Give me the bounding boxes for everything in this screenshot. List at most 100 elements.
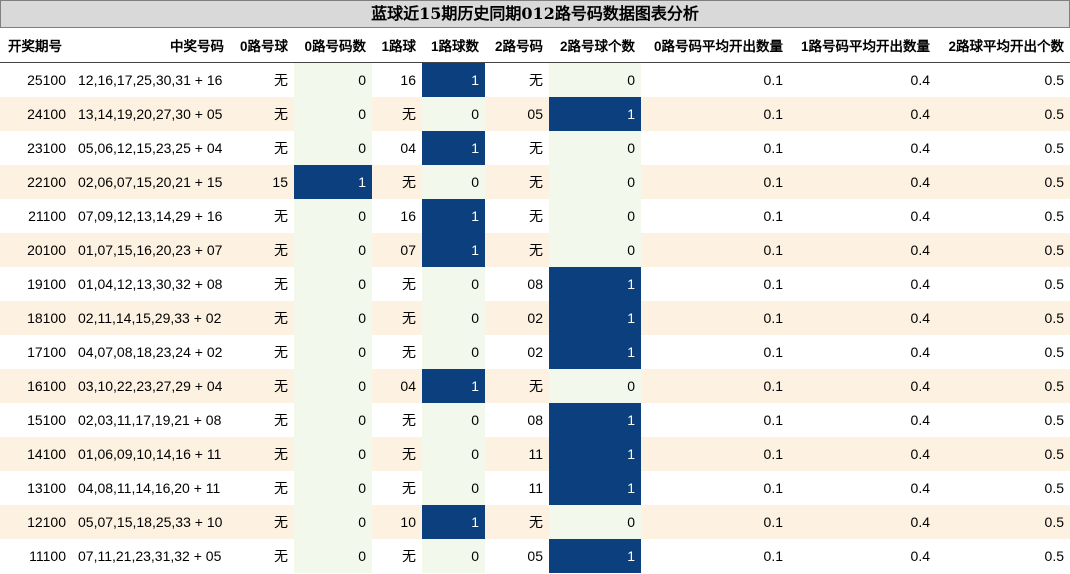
- table-row: 25100 12,16,17,25,30,31 + 16 无 0 16 1 无 0 0.1 0.4…: [0, 62, 1070, 97]
- cell-route0-ball: 无: [230, 199, 294, 233]
- cell-route1-average: 0.4: [789, 539, 936, 573]
- cell-route2-ball: 11: [485, 471, 549, 505]
- cell-winning-numbers: 03,10,22,23,27,29 + 04: [72, 369, 230, 403]
- cell-route1-ball: 无: [372, 539, 422, 573]
- cell-route0-count: 1: [294, 165, 372, 199]
- header-route1-count: 1路球数: [430, 39, 479, 54]
- cell-route0-count: 0: [294, 403, 372, 437]
- cell-draw-number: 22100: [0, 165, 72, 199]
- cell-route1-ball: 16: [372, 62, 422, 97]
- table-row: 18100 02,11,14,15,29,33 + 02 无 0 无 0 02 1 0.1 0.4…: [0, 301, 1070, 335]
- cell-route1-count: 0: [422, 471, 485, 505]
- header-draw-number: 开奖期号: [8, 39, 62, 54]
- cell-route0-ball: 无: [230, 301, 294, 335]
- cell-route2-average: 0.5: [936, 131, 1070, 165]
- cell-route1-average: 0.4: [789, 403, 936, 437]
- cell-route0-count: 0: [294, 233, 372, 267]
- table-row: 22100 02,06,07,15,20,21 + 15 15 1 无 0 无 0 0.1 0.4…: [0, 165, 1070, 199]
- cell-route1-count: 0: [422, 301, 485, 335]
- cell-route1-count: 1: [422, 131, 485, 165]
- cell-draw-number: 16100: [0, 369, 72, 403]
- cell-winning-numbers: 01,06,09,10,14,16 + 11: [72, 437, 230, 471]
- cell-route0-count: 0: [294, 62, 372, 97]
- cell-route1-count: 1: [422, 62, 485, 97]
- cell-route1-ball: 无: [372, 437, 422, 471]
- cell-route2-ball: 无: [485, 62, 549, 97]
- table-header-row: 开奖期号 中奖号码 0路号球 0路号码数 1路球 1路球数 2路号码 2路号球个…: [0, 28, 1070, 63]
- cell-route0-ball: 无: [230, 233, 294, 267]
- cell-route2-ball: 无: [485, 165, 549, 199]
- cell-route2-average: 0.5: [936, 539, 1070, 573]
- cell-route1-average: 0.4: [789, 301, 936, 335]
- cell-route1-average: 0.4: [789, 505, 936, 539]
- cell-route2-ball: 02: [485, 335, 549, 369]
- cell-route2-average: 0.5: [936, 403, 1070, 437]
- cell-route2-count: 0: [549, 505, 641, 539]
- cell-route1-count: 0: [422, 165, 485, 199]
- cell-route1-ball: 无: [372, 403, 422, 437]
- cell-draw-number: 25100: [0, 62, 72, 97]
- header-route2-average: 2路球平均开出个数: [948, 39, 1064, 54]
- cell-route2-count: 0: [549, 165, 641, 199]
- cell-draw-number: 21100: [0, 199, 72, 233]
- cell-route0-ball: 15: [230, 165, 294, 199]
- cell-route1-average: 0.4: [789, 131, 936, 165]
- table-row: 19100 01,04,12,13,30,32 + 08 无 0 无 0 08 1 0.1 0.4…: [0, 267, 1070, 301]
- cell-route0-average: 0.1: [641, 505, 789, 539]
- cell-route2-count: 1: [549, 97, 641, 131]
- cell-route2-count: 1: [549, 335, 641, 369]
- cell-route2-ball: 08: [485, 403, 549, 437]
- cell-route1-average: 0.4: [789, 369, 936, 403]
- cell-draw-number: 12100: [0, 505, 72, 539]
- cell-route2-count: 1: [549, 301, 641, 335]
- cell-route2-average: 0.5: [936, 199, 1070, 233]
- cell-route0-count: 0: [294, 471, 372, 505]
- cell-route0-ball: 无: [230, 62, 294, 97]
- cell-route0-ball: 无: [230, 97, 294, 131]
- cell-route2-ball: 08: [485, 267, 549, 301]
- table-row: 13100 04,08,11,14,16,20 + 11 无 0 无 0 11 1 0.1 0.4…: [0, 471, 1070, 505]
- cell-draw-number: 23100: [0, 131, 72, 165]
- cell-winning-numbers: 04,07,08,18,23,24 + 02: [72, 335, 230, 369]
- cell-route2-count: 1: [549, 437, 641, 471]
- header-route0-ball: 0路号球: [239, 39, 288, 54]
- cell-route0-average: 0.1: [641, 539, 789, 573]
- cell-route1-count: 0: [422, 539, 485, 573]
- cell-route2-average: 0.5: [936, 97, 1070, 131]
- cell-route1-ball: 无: [372, 301, 422, 335]
- cell-route1-count: 0: [422, 97, 485, 131]
- cell-draw-number: 15100: [0, 403, 72, 437]
- cell-route2-ball: 05: [485, 539, 549, 573]
- cell-route2-count: 1: [549, 539, 641, 573]
- cell-route0-count: 0: [294, 505, 372, 539]
- cell-route2-average: 0.5: [936, 301, 1070, 335]
- cell-route0-count: 0: [294, 301, 372, 335]
- cell-route1-count: 0: [422, 437, 485, 471]
- cell-route1-ball: 无: [372, 471, 422, 505]
- cell-route0-ball: 无: [230, 539, 294, 573]
- cell-route2-average: 0.5: [936, 437, 1070, 471]
- cell-route0-count: 0: [294, 369, 372, 403]
- cell-route1-average: 0.4: [789, 199, 936, 233]
- cell-route1-average: 0.4: [789, 165, 936, 199]
- cell-route2-ball: 无: [485, 199, 549, 233]
- cell-route0-average: 0.1: [641, 165, 789, 199]
- cell-draw-number: 17100: [0, 335, 72, 369]
- cell-route2-ball: 11: [485, 437, 549, 471]
- cell-winning-numbers: 07,09,12,13,14,29 + 16: [72, 199, 230, 233]
- cell-route1-ball: 无: [372, 97, 422, 131]
- cell-route2-ball: 无: [485, 505, 549, 539]
- cell-draw-number: 19100: [0, 267, 72, 301]
- cell-route1-count: 1: [422, 233, 485, 267]
- cell-winning-numbers: 07,11,21,23,31,32 + 05: [72, 539, 230, 573]
- cell-route1-average: 0.4: [789, 471, 936, 505]
- table-row: 11100 07,11,21,23,31,32 + 05 无 0 无 0 05 1 0.1 0.4…: [0, 539, 1070, 573]
- cell-draw-number: 11100: [0, 539, 72, 573]
- cell-route0-average: 0.1: [641, 335, 789, 369]
- cell-route0-count: 0: [294, 335, 372, 369]
- cell-route2-average: 0.5: [936, 62, 1070, 97]
- cell-route0-count: 0: [294, 267, 372, 301]
- cell-route2-count: 0: [549, 369, 641, 403]
- cell-route0-count: 0: [294, 539, 372, 573]
- cell-route1-ball: 无: [372, 335, 422, 369]
